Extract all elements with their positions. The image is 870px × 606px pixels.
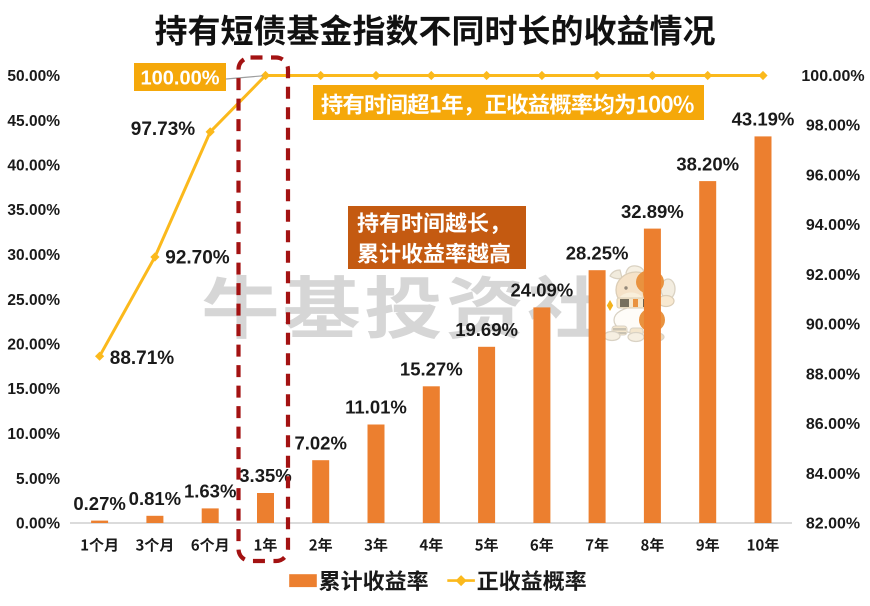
svg-text:10.00%: 10.00% [7,426,60,443]
svg-text:98.00%: 98.00% [806,118,860,135]
svg-text:28.25%: 28.25% [566,242,629,263]
svg-text:88.00%: 88.00% [806,366,860,383]
svg-text:5.00%: 5.00% [16,471,60,488]
svg-text:86.00%: 86.00% [806,416,860,433]
svg-text:3.35%: 3.35% [239,465,291,486]
svg-text:84.00%: 84.00% [806,466,860,483]
svg-text:19.69%: 19.69% [455,319,518,340]
svg-text:97.73%: 97.73% [131,119,196,140]
svg-text:96.00%: 96.00% [806,167,860,184]
svg-text:40.00%: 40.00% [7,158,60,175]
svg-text:100.00%: 100.00% [141,67,220,89]
svg-text:0.81%: 0.81% [129,488,181,509]
svg-text:82.00%: 82.00% [806,516,860,533]
svg-text:88.71%: 88.71% [110,348,175,369]
svg-text:15.00%: 15.00% [7,381,60,398]
svg-text:11.01%: 11.01% [345,397,407,418]
svg-text:30.00%: 30.00% [7,247,60,264]
svg-text:24.09%: 24.09% [511,280,574,301]
svg-text:25.00%: 25.00% [7,292,60,309]
svg-text:90.00%: 90.00% [806,317,860,334]
svg-text:35.00%: 35.00% [7,202,60,219]
svg-text:1.63%: 1.63% [184,481,236,502]
svg-text:7.02%: 7.02% [294,432,346,453]
svg-text:15.27%: 15.27% [400,359,463,380]
svg-text:94.00%: 94.00% [806,217,860,234]
svg-text:43.19%: 43.19% [732,109,795,130]
svg-text:92.00%: 92.00% [806,267,860,284]
svg-text:0.00%: 0.00% [16,516,60,533]
svg-text:20.00%: 20.00% [7,337,60,354]
svg-text:100.00%: 100.00% [801,68,864,85]
svg-text:38.20%: 38.20% [676,153,739,174]
svg-text:0.27%: 0.27% [73,493,125,514]
svg-text:45.00%: 45.00% [7,113,60,130]
svg-text:50.00%: 50.00% [7,68,60,85]
svg-text:92.70%: 92.70% [165,247,230,268]
svg-text:32.89%: 32.89% [621,201,684,222]
